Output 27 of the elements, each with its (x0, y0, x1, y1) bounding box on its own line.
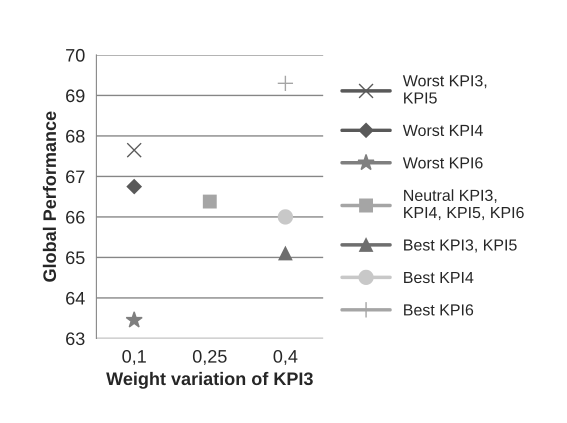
x-tick-label: 0,1 (122, 350, 146, 365)
x-tick-label: 0,25 (192, 350, 227, 365)
y-tick-label: 70 (66, 48, 85, 62)
y-tick-label: 64 (66, 292, 85, 305)
point (278, 209, 294, 225)
y-tick-label: 65 (66, 251, 85, 264)
y-axis-title: Global Performance (42, 112, 56, 282)
legend-label: Worst KPI6 (402, 157, 483, 169)
y-tick-label: 63 (66, 332, 84, 346)
x-axis-title: Weight variation of KPI3 (106, 372, 313, 389)
y-tick-label: 67 (66, 170, 84, 184)
y-tick-label: 68 (66, 130, 84, 143)
legend-label: Worst KPI3, KPI5 (402, 75, 486, 104)
point (126, 179, 142, 194)
point (277, 74, 294, 92)
legend-label: Best KPI4 (404, 272, 474, 284)
point (202, 194, 217, 208)
point (126, 311, 143, 328)
legend-label: Best KPI3, KPI5 (404, 239, 517, 253)
point (126, 142, 142, 158)
legend-label: Worst KPI4 (402, 124, 483, 136)
x-tick-label: 0,4 (274, 350, 298, 365)
point (278, 246, 292, 260)
legend-label: Neutral KPI3, KPI4, KPI5, KPI6 (404, 189, 524, 220)
y-tick-label: 69 (66, 89, 84, 102)
y-tick-label: 66 (66, 210, 84, 224)
legend-label: Best KPI6 (404, 304, 474, 316)
